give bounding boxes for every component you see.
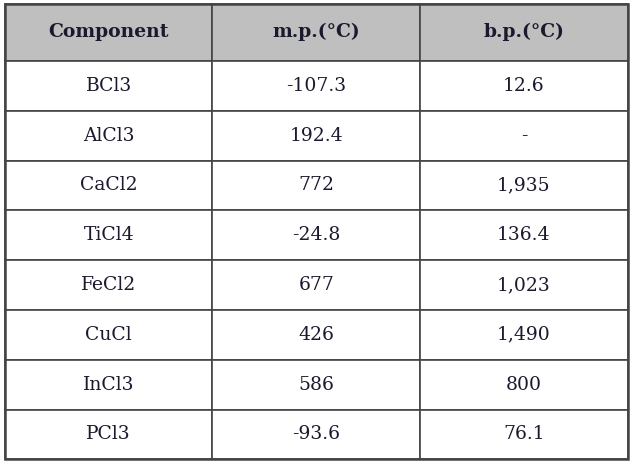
Bar [213, 260, 420, 310]
Bar [213, 4, 420, 61]
Text: 677: 677 [298, 276, 334, 294]
Bar [213, 61, 420, 111]
Bar [5, 260, 213, 310]
Bar [5, 61, 213, 111]
Text: 800: 800 [506, 375, 542, 394]
Text: FeCl2: FeCl2 [81, 276, 136, 294]
Text: -24.8: -24.8 [292, 226, 341, 244]
Text: 1,023: 1,023 [497, 276, 551, 294]
Bar [213, 310, 420, 360]
Bar [420, 310, 628, 360]
Text: TiCl4: TiCl4 [84, 226, 134, 244]
Bar [5, 210, 213, 260]
Bar [213, 210, 420, 260]
Text: Component: Component [49, 23, 169, 41]
Text: -107.3: -107.3 [286, 77, 346, 95]
Text: -: - [521, 127, 527, 144]
Bar [5, 111, 213, 161]
Bar [5, 310, 213, 360]
Bar [420, 111, 628, 161]
Text: 772: 772 [298, 176, 334, 194]
Bar [213, 409, 420, 459]
Text: 1,935: 1,935 [497, 176, 551, 194]
Bar [5, 409, 213, 459]
Bar [420, 61, 628, 111]
Text: BCl3: BCl3 [85, 77, 132, 95]
Text: 586: 586 [298, 375, 334, 394]
Bar [420, 260, 628, 310]
Bar [420, 161, 628, 210]
Bar [420, 210, 628, 260]
Text: 136.4: 136.4 [497, 226, 551, 244]
Text: 12.6: 12.6 [503, 77, 545, 95]
Bar [5, 360, 213, 409]
Bar [420, 4, 628, 61]
Bar [5, 161, 213, 210]
Bar [420, 409, 628, 459]
Text: PCl3: PCl3 [87, 425, 131, 444]
Text: CuCl: CuCl [85, 326, 132, 344]
Text: 426: 426 [298, 326, 334, 344]
Text: b.p.(°C): b.p.(°C) [484, 23, 565, 42]
Text: 1,490: 1,490 [497, 326, 551, 344]
Text: CaCl2: CaCl2 [80, 176, 137, 194]
Text: -93.6: -93.6 [292, 425, 340, 444]
Bar [213, 360, 420, 409]
Text: AlCl3: AlCl3 [83, 127, 135, 144]
Text: 192.4: 192.4 [289, 127, 343, 144]
Bar [420, 360, 628, 409]
Bar [5, 4, 213, 61]
Bar [213, 111, 420, 161]
Text: m.p.(°C): m.p.(°C) [272, 23, 360, 42]
Text: InCl3: InCl3 [83, 375, 135, 394]
Bar [213, 161, 420, 210]
Text: 76.1: 76.1 [503, 425, 545, 444]
